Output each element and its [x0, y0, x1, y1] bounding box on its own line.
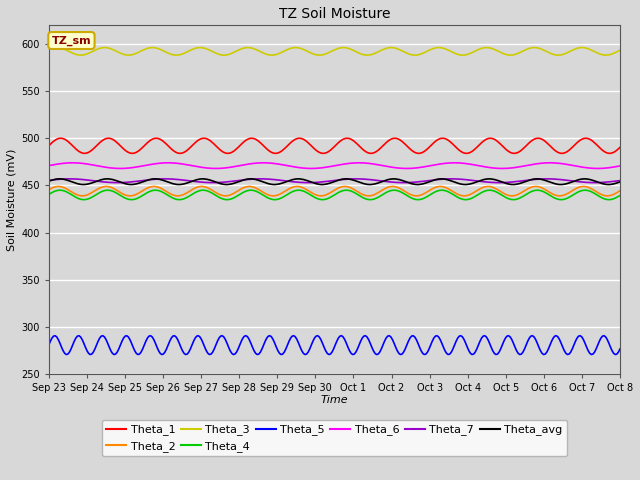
- Theta_5: [237, 338, 245, 344]
- Theta_avg: [237, 178, 245, 183]
- Theta_avg: [218, 181, 226, 187]
- Theta_4: [588, 189, 595, 194]
- Line: Theta_7: Theta_7: [49, 179, 620, 183]
- Theta_2: [237, 186, 245, 192]
- Theta_avg: [588, 177, 595, 183]
- Theta_3: [77, 52, 84, 58]
- Theta_3: [53, 45, 61, 50]
- Theta_6: [298, 165, 305, 171]
- Theta_3: [45, 47, 52, 52]
- Theta_avg: [298, 176, 305, 182]
- Theta_avg: [80, 181, 88, 187]
- Theta_5: [218, 333, 226, 338]
- Theta_7: [118, 180, 126, 185]
- Theta_2: [54, 183, 62, 189]
- Theta_2: [45, 187, 52, 192]
- Theta_2: [298, 184, 305, 190]
- Theta_3: [616, 48, 624, 53]
- Theta_4: [298, 188, 305, 193]
- Theta_7: [218, 180, 226, 185]
- Theta_1: [616, 144, 624, 150]
- Theta_6: [218, 165, 226, 171]
- Theta_6: [588, 165, 595, 171]
- Theta_5: [247, 340, 255, 346]
- Theta_3: [118, 51, 126, 57]
- Theta_3: [237, 46, 245, 52]
- Theta_3: [588, 47, 595, 53]
- Theta_4: [247, 187, 255, 193]
- Theta_6: [118, 166, 126, 171]
- Theta_3: [247, 45, 255, 51]
- Line: Theta_avg: Theta_avg: [49, 179, 620, 184]
- Theta_1: [237, 141, 245, 147]
- Theta_2: [616, 188, 624, 193]
- Theta_6: [68, 160, 76, 166]
- Theta_7: [66, 176, 74, 182]
- Theta_1: [45, 143, 52, 149]
- Theta_5: [51, 333, 59, 338]
- Title: TZ Soil Moisture: TZ Soil Moisture: [278, 7, 390, 21]
- Theta_2: [247, 184, 255, 190]
- Line: Theta_3: Theta_3: [49, 48, 620, 55]
- Theta_3: [218, 52, 226, 58]
- Theta_1: [118, 144, 126, 150]
- Theta_6: [237, 162, 245, 168]
- Theta_7: [616, 178, 624, 183]
- Theta_1: [247, 135, 255, 141]
- Theta_2: [118, 191, 126, 196]
- Theta_2: [588, 186, 595, 192]
- Line: Theta_1: Theta_1: [49, 138, 620, 153]
- Theta_5: [118, 338, 126, 344]
- Y-axis label: Soil Moisture (mV): Soil Moisture (mV): [7, 148, 17, 251]
- Theta_1: [218, 148, 226, 154]
- Theta_4: [80, 197, 88, 203]
- Theta_7: [588, 180, 595, 185]
- Theta_7: [247, 176, 255, 182]
- Theta_avg: [118, 180, 126, 186]
- Theta_2: [218, 192, 226, 198]
- Theta_5: [616, 346, 624, 352]
- Line: Theta_2: Theta_2: [49, 186, 620, 196]
- Theta_avg: [56, 176, 64, 182]
- Theta_5: [45, 342, 52, 348]
- Theta_7: [113, 180, 121, 186]
- Theta_6: [247, 161, 255, 167]
- X-axis label: Time: Time: [321, 395, 348, 405]
- Legend: Theta_1, Theta_2, Theta_3, Theta_4, Theta_5, Theta_6, Theta_7, Theta_avg: Theta_1, Theta_2, Theta_3, Theta_4, Thet…: [102, 420, 567, 456]
- Theta_4: [56, 187, 64, 193]
- Theta_4: [237, 191, 245, 196]
- Theta_1: [298, 136, 305, 142]
- Line: Theta_6: Theta_6: [49, 163, 620, 168]
- Theta_7: [45, 178, 52, 183]
- Theta_5: [588, 352, 595, 358]
- Theta_avg: [616, 179, 624, 185]
- Theta_1: [80, 150, 88, 156]
- Theta_avg: [247, 176, 255, 182]
- Theta_6: [616, 163, 624, 169]
- Theta_5: [63, 352, 70, 358]
- Theta_2: [78, 193, 86, 199]
- Theta_1: [56, 135, 64, 141]
- Theta_3: [298, 46, 305, 52]
- Theta_5: [298, 348, 305, 354]
- Theta_avg: [45, 179, 52, 184]
- Theta_1: [588, 137, 595, 143]
- Theta_4: [45, 192, 52, 197]
- Theta_7: [298, 180, 305, 185]
- Line: Theta_4: Theta_4: [49, 190, 620, 200]
- Theta_7: [237, 177, 245, 183]
- Theta_4: [218, 196, 226, 202]
- Line: Theta_5: Theta_5: [49, 336, 620, 355]
- Theta_6: [116, 166, 124, 171]
- Theta_6: [45, 163, 52, 168]
- Text: TZ_sm: TZ_sm: [52, 36, 92, 46]
- Theta_4: [616, 192, 624, 198]
- Theta_4: [118, 193, 126, 199]
